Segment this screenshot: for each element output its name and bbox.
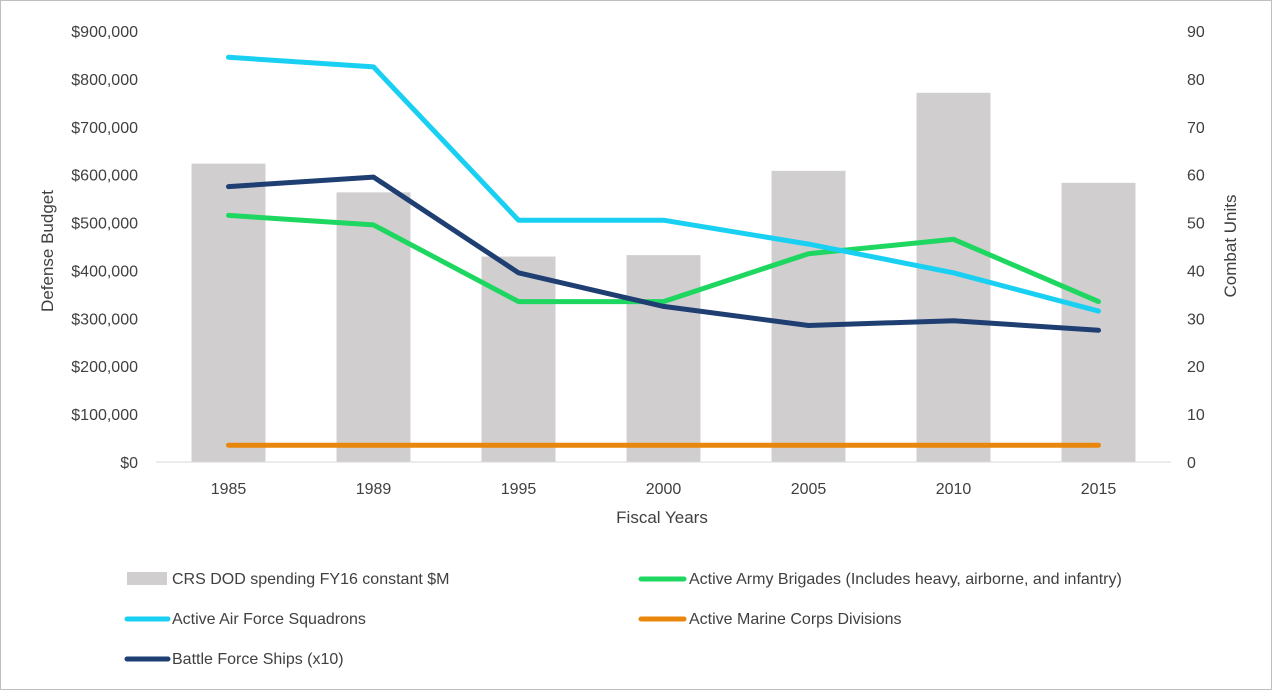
right-axis-title: Combat Units — [1221, 195, 1240, 298]
bar-1989 — [336, 192, 411, 462]
left-tick-label: $100,000 — [71, 407, 138, 424]
right-tick-label: 10 — [1187, 407, 1205, 424]
legend-label: Active Air Force Squadrons — [172, 611, 366, 628]
legend-swatch-bars — [127, 572, 167, 585]
left-tick-label: $200,000 — [71, 359, 138, 376]
right-tick-label: 60 — [1187, 168, 1205, 185]
right-tick-label: 0 — [1187, 455, 1196, 472]
right-axis-ticks: 0 10 20 30 40 50 60 70 80 90 — [1187, 24, 1205, 472]
legend-label: Active Marine Corps Divisions — [689, 611, 902, 628]
right-tick-label: 70 — [1187, 120, 1205, 137]
lines-layer — [226, 54, 1101, 448]
x-axis-ticks: 1985 1989 1995 2000 2005 2010 2015 — [211, 481, 1117, 498]
left-axis-ticks: $0 $100,000 $200,000 $300,000 $400,000 $500,0… — [71, 24, 138, 472]
right-tick-label: 30 — [1187, 311, 1205, 328]
bar-2005 — [771, 170, 846, 462]
legend-item-battle-force-ships[interactable]: Battle Force Ships (x10) — [124, 651, 344, 668]
army-brigades-line — [226, 212, 1101, 305]
x-tick-label: 2000 — [646, 481, 682, 498]
left-tick-label: $0 — [120, 455, 138, 472]
right-tick-label: 90 — [1187, 24, 1205, 41]
legend-label: CRS DOD spending FY16 constant $M — [172, 571, 449, 588]
left-tick-label: $900,000 — [71, 24, 138, 41]
right-tick-label: 20 — [1187, 359, 1205, 376]
right-tick-label: 40 — [1187, 263, 1205, 280]
bar-1985 — [191, 163, 266, 462]
air-force-squadrons-line — [226, 54, 1101, 314]
x-tick-label: 1989 — [356, 481, 392, 498]
left-tick-label: $600,000 — [71, 168, 138, 185]
bar-2015 — [1061, 182, 1136, 462]
x-tick-label: 2010 — [936, 481, 972, 498]
x-tick-label: 1985 — [211, 481, 247, 498]
x-tick-label: 2015 — [1081, 481, 1117, 498]
legend-label: Battle Force Ships (x10) — [172, 651, 344, 668]
legend: CRS DOD spending FY16 constant $M Active… — [124, 571, 1122, 668]
right-tick-label: 80 — [1187, 72, 1205, 89]
x-axis-title: Fiscal Years — [616, 508, 708, 527]
legend-item-army-brigades[interactable]: Active Army Brigades (Includes heavy, ai… — [638, 571, 1122, 588]
legend-item-dod-spending[interactable]: CRS DOD spending FY16 constant $M — [127, 571, 449, 588]
right-tick-label: 50 — [1187, 216, 1205, 233]
battle-force-ships-line — [226, 174, 1101, 333]
left-tick-label: $700,000 — [71, 120, 138, 137]
left-tick-label: $300,000 — [71, 311, 138, 328]
left-tick-label: $400,000 — [71, 263, 138, 280]
left-tick-label: $800,000 — [71, 72, 138, 89]
legend-item-marine-divisions[interactable]: Active Marine Corps Divisions — [638, 611, 902, 628]
left-tick-label: $500,000 — [71, 216, 138, 233]
left-axis-title: Defense Budget — [38, 190, 57, 312]
legend-item-air-force-squadrons[interactable]: Active Air Force Squadrons — [124, 611, 366, 628]
x-tick-label: 2005 — [791, 481, 827, 498]
x-tick-label: 1995 — [501, 481, 537, 498]
legend-label: Active Army Brigades (Includes heavy, ai… — [689, 571, 1122, 588]
bars-layer — [191, 92, 1136, 462]
bar-2000 — [626, 255, 701, 462]
